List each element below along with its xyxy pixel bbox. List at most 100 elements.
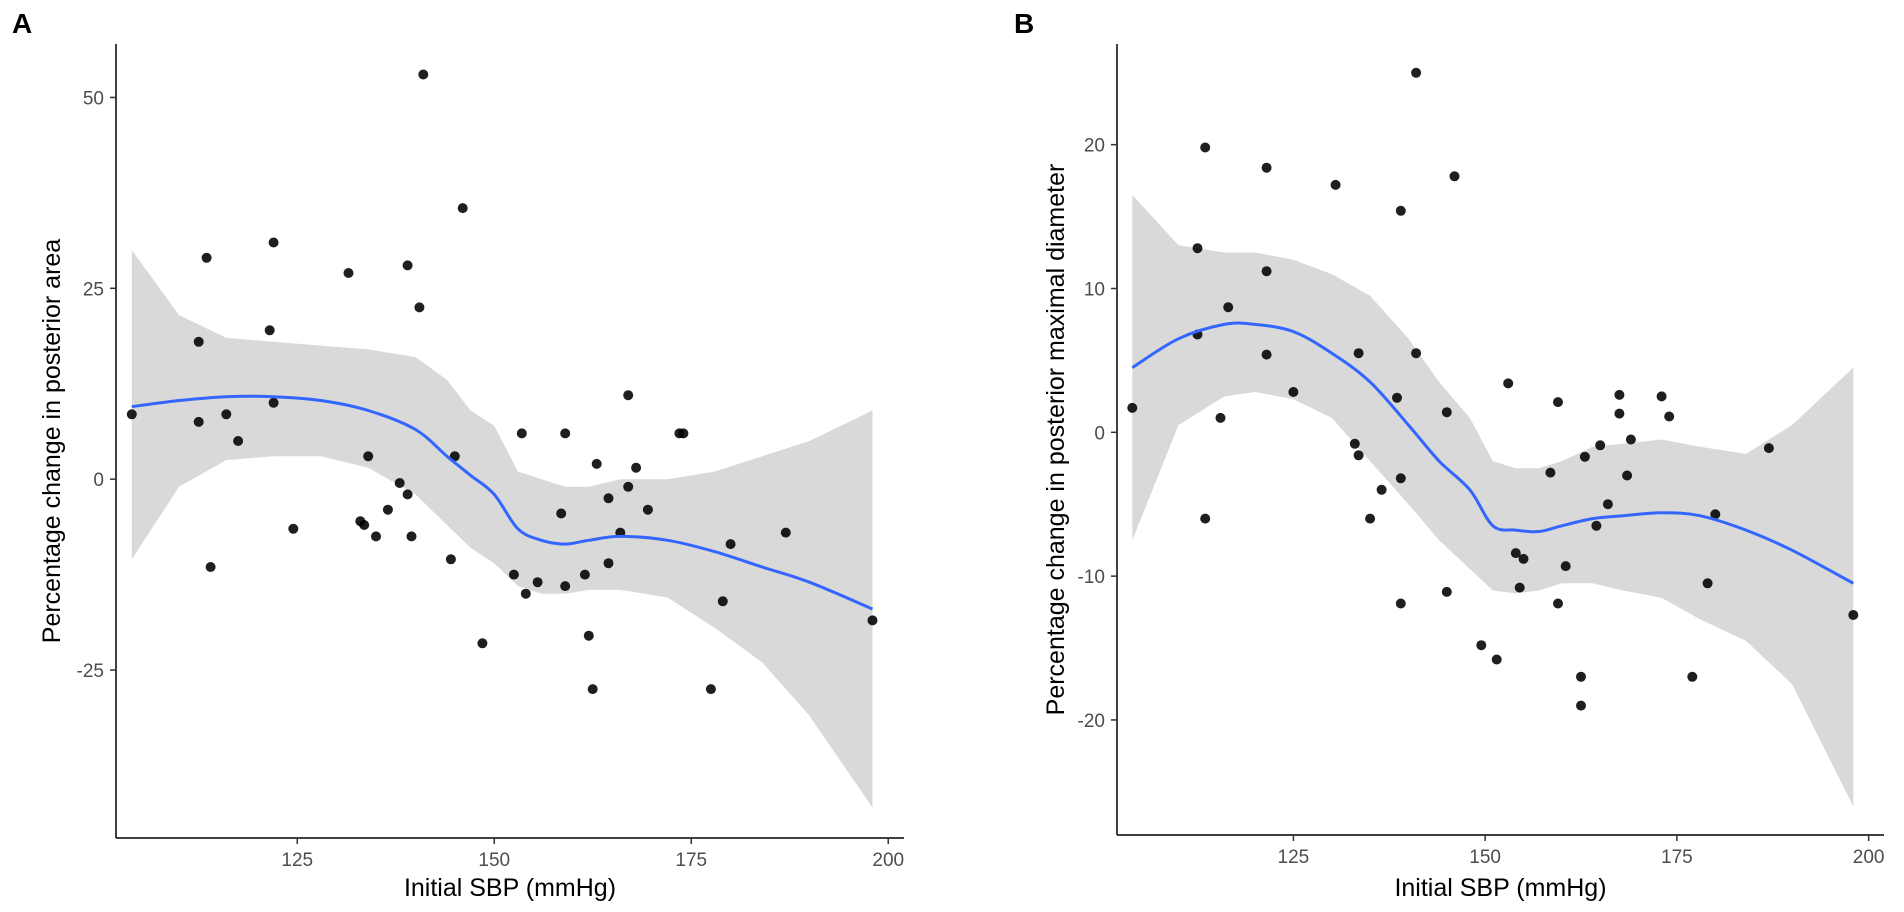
data-point xyxy=(556,508,567,519)
smooth-fit-line xyxy=(131,394,874,611)
confidence-band xyxy=(1132,195,1854,807)
data-point xyxy=(780,527,791,538)
data-point xyxy=(1614,389,1625,400)
data-point xyxy=(1441,586,1452,597)
data-point xyxy=(1687,671,1698,682)
y-tick-label: 50 xyxy=(83,88,104,109)
y-tick-label: -10 xyxy=(1078,567,1105,588)
data-point xyxy=(233,436,244,446)
y-tick-label: 20 xyxy=(1084,136,1105,157)
data-point xyxy=(587,684,598,695)
data-point xyxy=(1200,142,1211,153)
data-point xyxy=(1591,520,1602,531)
data-point xyxy=(205,562,216,572)
data-point xyxy=(1349,438,1360,449)
data-point xyxy=(1848,610,1859,620)
data-point xyxy=(623,390,634,401)
data-point xyxy=(1614,408,1625,419)
data-point xyxy=(678,428,689,439)
data-point xyxy=(1545,467,1556,478)
data-point xyxy=(402,489,413,500)
data-point xyxy=(1411,67,1422,78)
panel-a-letter: A xyxy=(12,8,33,39)
data-point xyxy=(631,462,642,473)
data-point xyxy=(1353,348,1364,359)
data-point xyxy=(1395,598,1406,609)
y-tick-label: 25 xyxy=(83,279,104,300)
data-point xyxy=(1261,266,1272,277)
data-point xyxy=(1200,513,1211,524)
data-point xyxy=(642,504,653,515)
y-tick-label: 0 xyxy=(93,470,104,491)
data-point xyxy=(201,252,212,263)
data-point xyxy=(394,478,405,488)
data-point xyxy=(1491,654,1502,665)
x-tick-label: 200 xyxy=(872,850,904,871)
data-point xyxy=(1702,578,1713,589)
data-point xyxy=(1395,473,1406,484)
data-point xyxy=(221,409,232,420)
data-point xyxy=(1223,302,1234,313)
data-point xyxy=(1553,598,1563,609)
data-point xyxy=(1376,484,1387,495)
data-point xyxy=(579,569,590,580)
data-point xyxy=(603,493,614,504)
data-point xyxy=(1449,171,1460,182)
data-point xyxy=(603,558,614,569)
data-point xyxy=(193,336,204,347)
data-point xyxy=(382,504,393,515)
data-point xyxy=(717,596,728,607)
data-point xyxy=(1510,548,1521,559)
data-point xyxy=(418,69,429,80)
data-point xyxy=(371,531,381,542)
x-tick-label: 200 xyxy=(1853,847,1885,868)
data-point xyxy=(705,684,716,695)
data-point xyxy=(1395,205,1406,216)
data-point xyxy=(508,569,519,580)
y-axis-title: Percentage change in posterior maximal d… xyxy=(1042,164,1070,716)
data-point xyxy=(1553,397,1563,408)
data-point xyxy=(623,481,634,492)
chart-a: 125 150 175 200 50 25 0 -25 Initial SBP (mmHg) Pe… xyxy=(38,44,904,902)
panel-a: A 125 150 175 200 50 25 0 -25 Initial SBP (mmHg)… xyxy=(12,8,904,902)
data-point xyxy=(363,451,374,462)
data-point xyxy=(867,615,878,626)
x-tick-label: 125 xyxy=(1278,847,1310,868)
x-tick-label: 150 xyxy=(478,850,510,871)
data-point xyxy=(1192,243,1203,254)
data-point xyxy=(359,520,370,530)
data-point xyxy=(1576,671,1586,682)
panel-b: B 125 150 175 200 20 10 0 -10 -20 Initial SBP (mm… xyxy=(1000,0,1904,912)
x-tick-label: 175 xyxy=(675,850,707,871)
data-point xyxy=(1664,411,1675,422)
data-point xyxy=(1602,499,1613,510)
data-point xyxy=(268,397,279,408)
x-axis-title: Initial SBP (mmHg) xyxy=(404,874,616,902)
data-point xyxy=(1710,509,1721,520)
data-point xyxy=(725,539,736,550)
data-point xyxy=(591,458,602,469)
data-point xyxy=(516,428,527,439)
data-point xyxy=(1656,391,1667,402)
data-point xyxy=(1411,348,1422,359)
data-point xyxy=(560,581,571,592)
y-tick-label: -20 xyxy=(1078,711,1105,732)
data-point xyxy=(1514,582,1525,593)
panel-b-letter: B xyxy=(1014,8,1035,39)
data-point xyxy=(1330,179,1341,190)
data-point xyxy=(445,554,456,565)
data-point xyxy=(583,630,594,641)
y-tick-label: -25 xyxy=(77,661,104,682)
data-point xyxy=(457,203,468,214)
x-tick-label: 150 xyxy=(1469,847,1501,868)
smooth-fit-line xyxy=(1131,321,1855,585)
data-point xyxy=(414,302,425,313)
data-point xyxy=(1353,450,1364,461)
data-point xyxy=(1518,553,1529,564)
data-point xyxy=(1288,387,1299,397)
data-point xyxy=(402,260,413,271)
data-point xyxy=(193,416,204,427)
data-point xyxy=(1365,513,1376,524)
data-point xyxy=(1595,440,1606,451)
data-point xyxy=(1576,700,1586,711)
